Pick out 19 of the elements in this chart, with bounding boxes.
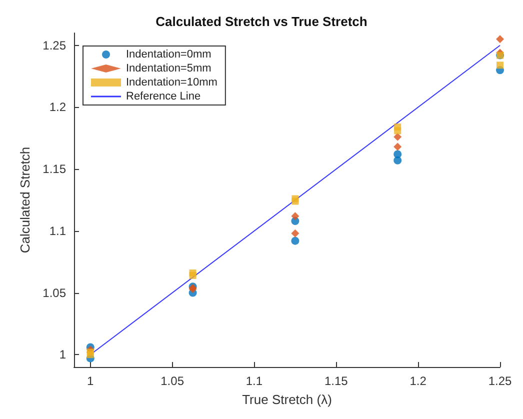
legend-label: Indentation=5mm [126,62,212,74]
x-tick-label: 1.2 [410,374,427,388]
y-tick-label: 1.05 [42,286,66,300]
legend-label: Reference Line [126,90,201,102]
x-tick-label: 1 [87,374,94,388]
x-tick-label: 1.05 [160,374,184,388]
x-tick-label: 1.1 [246,374,263,388]
y-axis-title: Calculated Stretch [18,146,33,254]
x-axis-title: True Stretch (λ) [242,392,332,407]
chart-title: Calculated Stretch vs True Stretch [156,14,368,29]
y-tick-label: 1.25 [42,38,66,52]
y-tick-label: 1.1 [49,224,66,238]
x-tick-label: 1.15 [324,374,348,388]
y-tick-label: 1.15 [42,162,66,176]
legend-label: Indentation=10mm [126,76,218,88]
y-tick-label: 1.2 [49,100,66,114]
y-tick-label: 1 [59,348,66,362]
legend-label: Indentation=0mm [126,48,212,60]
x-tick-label: 1.25 [488,374,512,388]
